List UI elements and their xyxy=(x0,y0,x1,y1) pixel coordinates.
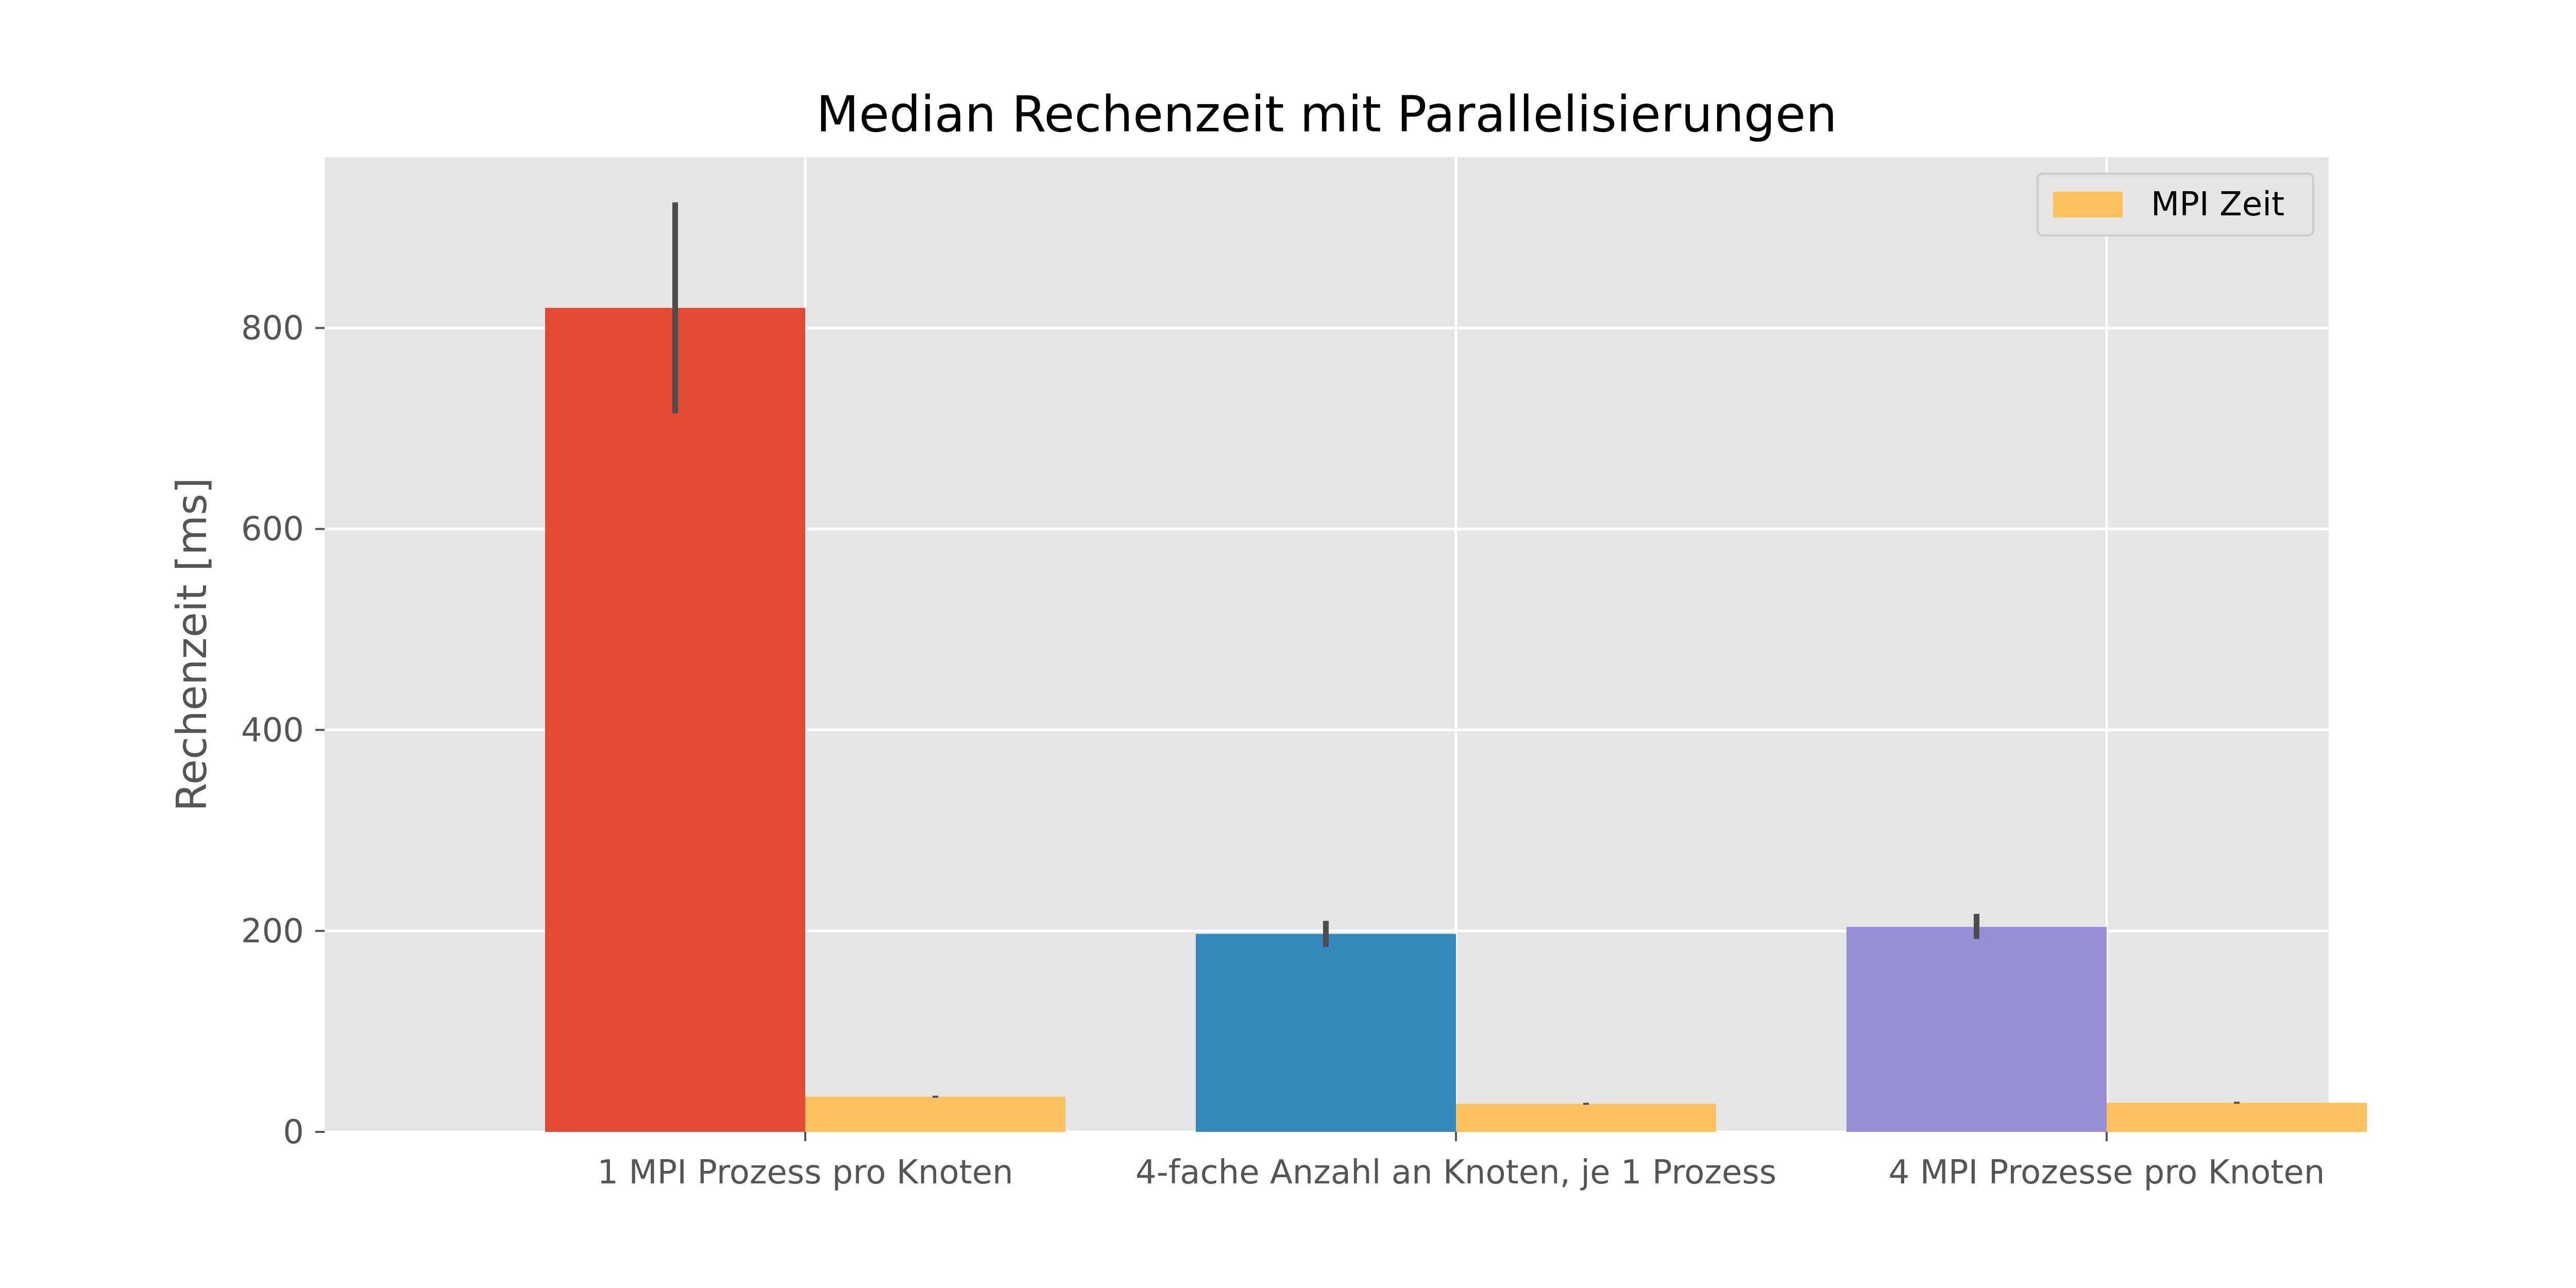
bar-mpi-zeit-2 xyxy=(1456,1104,1716,1132)
bar-rechenzeit-3 xyxy=(1846,927,2107,1132)
y-tick-label: 800 xyxy=(241,310,304,348)
bar-rechenzeit-1 xyxy=(545,308,805,1132)
legend-swatch-mpi-zeit xyxy=(2053,192,2123,217)
axes: 0 200 400 600 800 1 MPI Prozess pro Knoten 4-f… xyxy=(241,310,2325,1192)
y-tick-label: 400 xyxy=(241,711,304,750)
legend: MPI Zeit xyxy=(2037,173,2314,236)
y-tick-label: 200 xyxy=(241,912,304,951)
bar-mpi-zeit-3 xyxy=(2107,1103,2367,1132)
bar-mpi-zeit-1 xyxy=(805,1096,1065,1132)
chart-title: Median Rechenzeit mit Parallelisierungen xyxy=(816,86,1837,143)
y-tick-label: 600 xyxy=(241,511,304,549)
legend-box xyxy=(2037,173,2314,236)
bars xyxy=(545,308,2367,1132)
x-tick-label: 4 MPI Prozesse pro Knoten xyxy=(1889,1154,2325,1192)
legend-label-mpi-zeit: MPI Zeit xyxy=(2151,185,2284,224)
y-tick-label: 0 xyxy=(283,1113,304,1151)
bar-rechenzeit-2 xyxy=(1196,934,1456,1132)
x-tick-label: 1 MPI Prozess pro Knoten xyxy=(597,1154,1013,1192)
y-axis-label: Rechenzeit [ms] xyxy=(168,478,216,811)
x-tick-label: 4-fache Anzahl an Knoten, je 1 Prozess xyxy=(1136,1154,1776,1192)
error-bars xyxy=(672,202,2240,1105)
